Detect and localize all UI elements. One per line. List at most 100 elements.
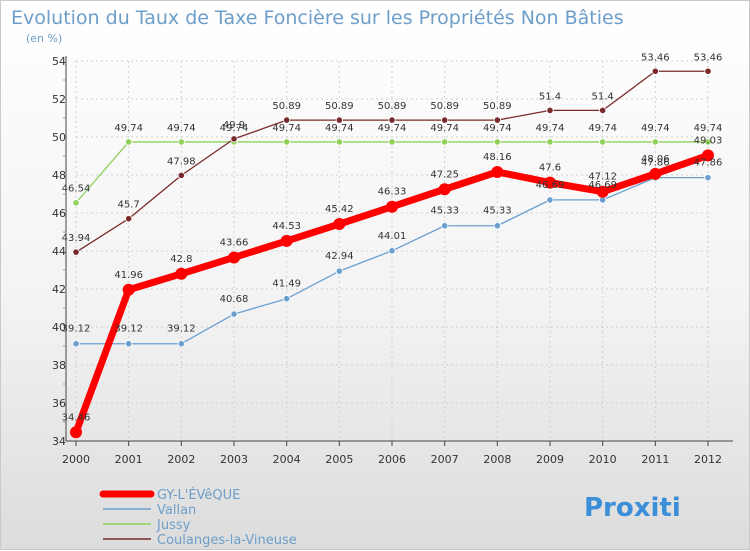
data-point-1-5	[335, 267, 343, 275]
legend-label-1: Vallan	[157, 503, 196, 518]
data-point-2-10	[599, 138, 607, 146]
x-tick-label: 2004	[273, 453, 301, 466]
data-label: 41.96	[114, 270, 143, 281]
data-label: 43.94	[62, 233, 91, 244]
data-label: 49.03	[694, 135, 723, 146]
data-label: 46.69	[588, 180, 617, 191]
data-point-2-0	[72, 199, 80, 207]
data-point-0-6	[386, 200, 398, 213]
data-point-1-9	[546, 196, 554, 204]
data-label: 53.46	[641, 52, 670, 63]
data-label: 50.89	[272, 101, 301, 112]
x-tick-label: 2011	[641, 453, 669, 466]
data-point-0-11	[649, 167, 662, 180]
y-tick-label: 52	[52, 93, 66, 106]
data-point-3-11	[651, 67, 659, 75]
data-label: 47.98	[167, 156, 196, 167]
data-point-2-9	[546, 138, 554, 146]
data-point-0-12	[702, 149, 714, 162]
data-point-0-5	[333, 218, 346, 231]
data-point-2-6	[388, 138, 396, 146]
data-label: 46.69	[536, 180, 565, 191]
data-point-1-1	[125, 340, 133, 348]
data-point-2-11	[651, 138, 659, 146]
data-point-1-6	[388, 247, 396, 255]
data-point-3-2	[177, 171, 185, 179]
x-tick-label: 2001	[115, 453, 143, 466]
x-tick-label: 2008	[483, 453, 511, 466]
data-label: 49.74	[220, 123, 249, 134]
data-label: 49.74	[536, 123, 565, 134]
x-tick-label: 2010	[589, 453, 617, 466]
y-tick-label: 34	[52, 435, 66, 448]
data-point-0-3	[228, 251, 240, 264]
data-label: 39.12	[167, 324, 196, 335]
data-point-3-1	[125, 215, 133, 223]
data-label: 49.74	[272, 123, 301, 134]
data-label: 48.06	[641, 154, 670, 165]
x-tick-label: 2005	[325, 453, 353, 466]
x-tick-label: 2012	[694, 453, 722, 466]
data-point-0-2	[175, 267, 188, 280]
data-point-3-7	[441, 116, 449, 124]
x-tick-label: 2000	[62, 453, 90, 466]
data-label: 51.4	[592, 91, 614, 102]
data-point-2-7	[441, 138, 449, 146]
data-label: 45.33	[483, 206, 512, 217]
data-label: 49.74	[167, 123, 196, 134]
data-label: 40.68	[220, 294, 249, 305]
proxiti-logo: Proxiti	[584, 493, 681, 523]
data-label: 34.46	[62, 412, 91, 423]
data-label: 48.16	[483, 152, 512, 163]
data-label: 53.46	[694, 52, 723, 63]
y-tick-label: 36	[52, 397, 66, 410]
data-point-2-12	[704, 138, 712, 146]
data-point-3-9	[546, 106, 554, 115]
y-tick-label: 50	[52, 131, 66, 144]
x-tick-label: 2003	[220, 453, 248, 466]
data-label: 41.49	[272, 279, 301, 290]
data-point-3-3	[230, 135, 238, 143]
data-point-0-9	[544, 176, 556, 189]
legend-label-3: Coulanges-la-Vineuse	[157, 533, 297, 548]
data-point-1-7	[441, 222, 449, 230]
y-tick-label: 54	[52, 55, 66, 68]
data-label: 50.89	[378, 101, 407, 112]
data-label: 49.74	[588, 123, 617, 134]
data-point-3-6	[388, 116, 396, 124]
data-label: 49.74	[694, 123, 723, 134]
data-label: 42.94	[325, 251, 354, 262]
data-label: 45.33	[430, 206, 459, 217]
data-point-0-8	[491, 165, 504, 178]
data-point-2-2	[177, 138, 185, 146]
data-label: 45.7	[118, 200, 140, 211]
data-point-1-8	[493, 222, 501, 230]
data-labels: 34.46 41.96 42.8 43.66 44.53 45.42 46.33 47.25 4…	[62, 52, 723, 423]
data-label: 39.12	[114, 324, 143, 335]
data-point-3-10	[599, 106, 607, 115]
data-label: 51.4	[539, 91, 561, 102]
data-point-3-5	[335, 116, 343, 124]
data-label: 44.53	[272, 221, 301, 232]
data-point-3-0	[72, 248, 80, 256]
data-label: 43.66	[220, 237, 249, 248]
data-point-3-12	[704, 67, 712, 75]
y-tick-label: 42	[52, 283, 66, 296]
data-label: 47.86	[641, 158, 670, 169]
data-point-1-0	[72, 340, 80, 348]
data-label: 50.89	[430, 101, 459, 112]
legend-label-0: GY-L'ÉVêQUE	[157, 487, 240, 503]
data-label: 47.6	[539, 163, 561, 174]
data-label: 47.86	[694, 158, 723, 169]
chart-title: Evolution du Taux de Taxe Foncière sur l…	[11, 7, 624, 29]
y-tick-label: 44	[52, 245, 66, 258]
data-label: 42.8	[170, 254, 192, 265]
x-tick-label: 2006	[378, 453, 406, 466]
data-label: 39.12	[62, 324, 91, 335]
data-label: 49.74	[325, 123, 354, 134]
data-point-1-3	[230, 310, 238, 318]
data-label: 49.74	[483, 123, 512, 134]
data-label: 47.25	[430, 169, 459, 180]
series	[70, 67, 714, 439]
